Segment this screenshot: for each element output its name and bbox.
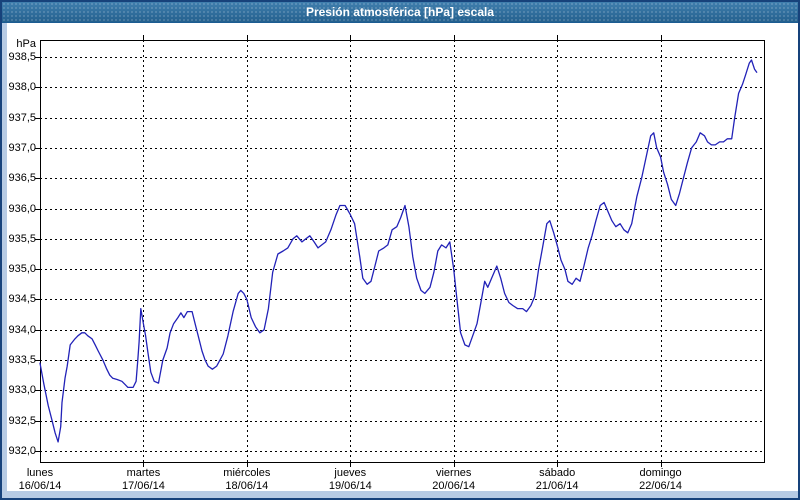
plot-border [40, 40, 765, 463]
chart-title: Presión atmosférica [hPa] escala [305, 5, 495, 19]
frame-bottom-edge [2, 491, 798, 498]
y-tick-label: 932,5 [8, 414, 36, 427]
y-tick-label: 934,5 [8, 293, 36, 306]
y-tick-label: 933,5 [8, 354, 36, 367]
y-tick-label: 936,0 [8, 202, 36, 215]
x-date-label: 20/06/14 [432, 480, 476, 492]
x-date-label: 16/06/14 [18, 480, 62, 492]
x-day-label: jueves [334, 467, 367, 479]
y-tick-label: 938,0 [8, 81, 36, 94]
x-day-label: sábado [539, 467, 576, 479]
y-tick-label: 935,5 [8, 232, 36, 245]
y-tick-label: 934,0 [8, 323, 36, 336]
x-date-label: 18/06/14 [225, 480, 269, 492]
x-date-label: 22/06/14 [639, 480, 682, 492]
y-axis-unit-label: hPa [16, 38, 36, 50]
y-tick-label: 937,5 [8, 111, 36, 124]
y-tick-label: 936,5 [8, 172, 36, 185]
frame-left-edge [2, 22, 7, 491]
x-date-label: 19/06/14 [328, 480, 372, 492]
x-day-label: lunes [26, 467, 54, 479]
x-date-label: 17/06/14 [122, 480, 165, 492]
y-tick-label: 937,0 [8, 141, 36, 154]
x-day-label: domingo [639, 467, 682, 479]
x-day-label: martes [126, 467, 161, 479]
x-day-label: viernes [435, 467, 472, 479]
y-tick-label: 932,0 [8, 445, 36, 457]
x-date-label: 21/06/14 [535, 480, 579, 492]
y-tick-label: 935,0 [8, 263, 36, 276]
y-tick-label: 933,0 [8, 384, 36, 397]
title-bar: Presión atmosférica [hPa] escala [2, 2, 798, 23]
y-tick-label: 938,5 [8, 51, 36, 63]
pressure-line [39, 59, 758, 443]
x-day-label: miércoles [223, 467, 271, 479]
